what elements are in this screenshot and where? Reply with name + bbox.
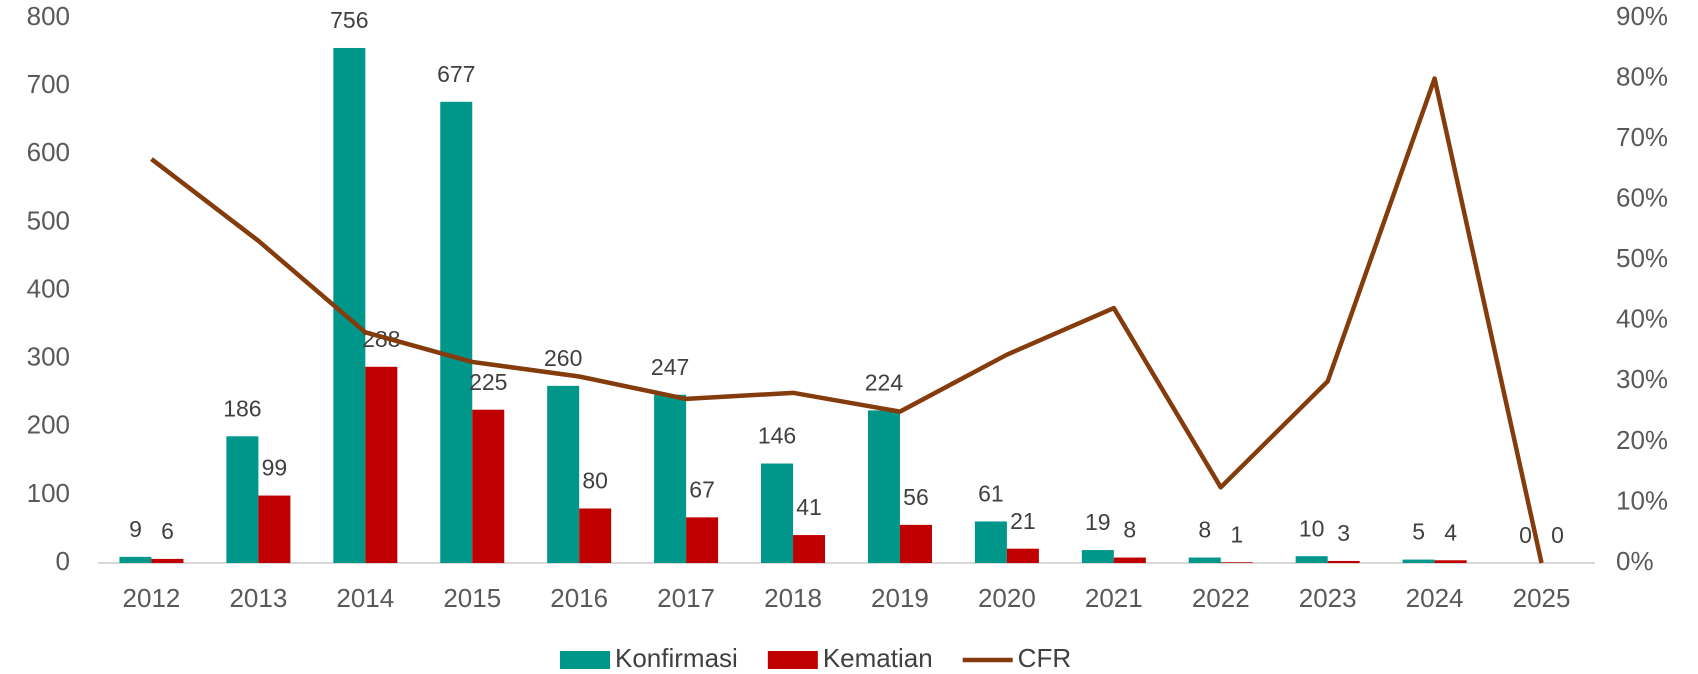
data-label: 67 (689, 476, 715, 502)
data-label: 8 (1123, 517, 1136, 543)
data-label: 10 (1299, 515, 1325, 541)
bar (974, 521, 1007, 563)
y-tick-label: 500 (27, 205, 70, 235)
bar (1295, 556, 1328, 563)
bar (1006, 548, 1039, 563)
data-label: 9 (129, 516, 142, 542)
bar (1188, 557, 1221, 563)
y2-tick-label: 90% (1616, 1, 1668, 31)
bar (119, 556, 152, 563)
x-tick-label: 2023 (1299, 583, 1357, 613)
bar (226, 436, 259, 563)
x-tick-label: 2021 (1085, 583, 1143, 613)
y-tick-label: 800 (27, 1, 70, 31)
y2-tick-label: 20% (1616, 425, 1668, 455)
data-label: 5 (1412, 519, 1425, 545)
x-tick-label: 2025 (1513, 583, 1571, 613)
data-label: 186 (223, 395, 261, 421)
y2-tick-label: 60% (1616, 183, 1668, 213)
x-tick-label: 2012 (123, 583, 181, 613)
x-tick-label: 2017 (657, 583, 715, 613)
y-tick-label: 600 (27, 137, 70, 167)
legend-label: Kematian (823, 643, 933, 673)
bar (1220, 562, 1253, 563)
y2-tick-label: 30% (1616, 364, 1668, 394)
y-tick-label: 400 (27, 273, 70, 303)
y2-tick-label: 70% (1616, 122, 1668, 152)
legend-label: Konfirmasi (615, 643, 738, 673)
legend-label: CFR (1018, 643, 1071, 673)
data-label: 247 (651, 354, 689, 380)
data-label: 225 (469, 369, 507, 395)
bar (899, 524, 932, 563)
y-tick-label: 700 (27, 69, 70, 99)
bar (1434, 560, 1467, 563)
y-tick-label: 0 (56, 546, 70, 576)
bar (686, 517, 719, 563)
bar (1402, 559, 1435, 563)
data-label: 8 (1198, 517, 1211, 543)
x-tick-label: 2020 (978, 583, 1036, 613)
y-tick-label: 100 (27, 478, 70, 508)
y-tick-label: 300 (27, 342, 70, 372)
y2-tick-label: 40% (1616, 304, 1668, 334)
x-tick-label: 2014 (336, 583, 394, 613)
data-label: 56 (903, 484, 929, 510)
data-label: 0 (1519, 522, 1532, 548)
bar (258, 495, 291, 563)
data-label: 21 (1010, 508, 1036, 534)
y2-tick-label: 0% (1616, 546, 1654, 576)
data-label: 260 (544, 345, 582, 371)
x-tick-label: 2024 (1406, 583, 1464, 613)
data-label: 99 (262, 455, 288, 481)
bar (579, 508, 612, 563)
bar (761, 463, 794, 563)
data-label: 1 (1230, 521, 1243, 547)
bar (1113, 557, 1146, 563)
y-tick-label: 200 (27, 410, 70, 440)
x-tick-label: 2019 (871, 583, 929, 613)
data-label: 3 (1337, 520, 1350, 546)
data-label: 61 (978, 481, 1004, 507)
y2-tick-label: 10% (1616, 485, 1668, 515)
cfr-line (150, 76, 1544, 564)
bar (547, 385, 580, 563)
x-tick-label: 2013 (229, 583, 287, 613)
bar (1081, 550, 1114, 563)
bar (793, 535, 826, 563)
data-label: 80 (582, 468, 608, 494)
x-tick-label: 2015 (443, 583, 501, 613)
bar (151, 558, 184, 563)
data-label: 146 (758, 423, 796, 449)
x-tick-label: 2018 (764, 583, 822, 613)
data-label: 677 (437, 61, 475, 87)
bar (1327, 560, 1360, 563)
legend-swatch (767, 651, 818, 669)
data-label: 41 (796, 494, 822, 520)
x-tick-label: 2022 (1192, 583, 1250, 613)
data-label: 0 (1551, 522, 1564, 548)
data-label: 224 (865, 369, 904, 395)
bar (472, 409, 505, 563)
bar (365, 366, 398, 563)
x-tick-label: 2016 (550, 583, 608, 613)
data-label: 4 (1444, 519, 1457, 545)
bar (333, 47, 366, 564)
legend-swatch (560, 651, 610, 669)
y2-tick-label: 50% (1616, 243, 1668, 273)
data-label: 6 (161, 518, 174, 544)
data-label: 756 (330, 7, 368, 33)
data-label: 19 (1085, 509, 1111, 535)
bar (654, 394, 687, 563)
y2-tick-label: 80% (1616, 61, 1668, 91)
bar (867, 410, 900, 563)
bar (440, 101, 473, 563)
